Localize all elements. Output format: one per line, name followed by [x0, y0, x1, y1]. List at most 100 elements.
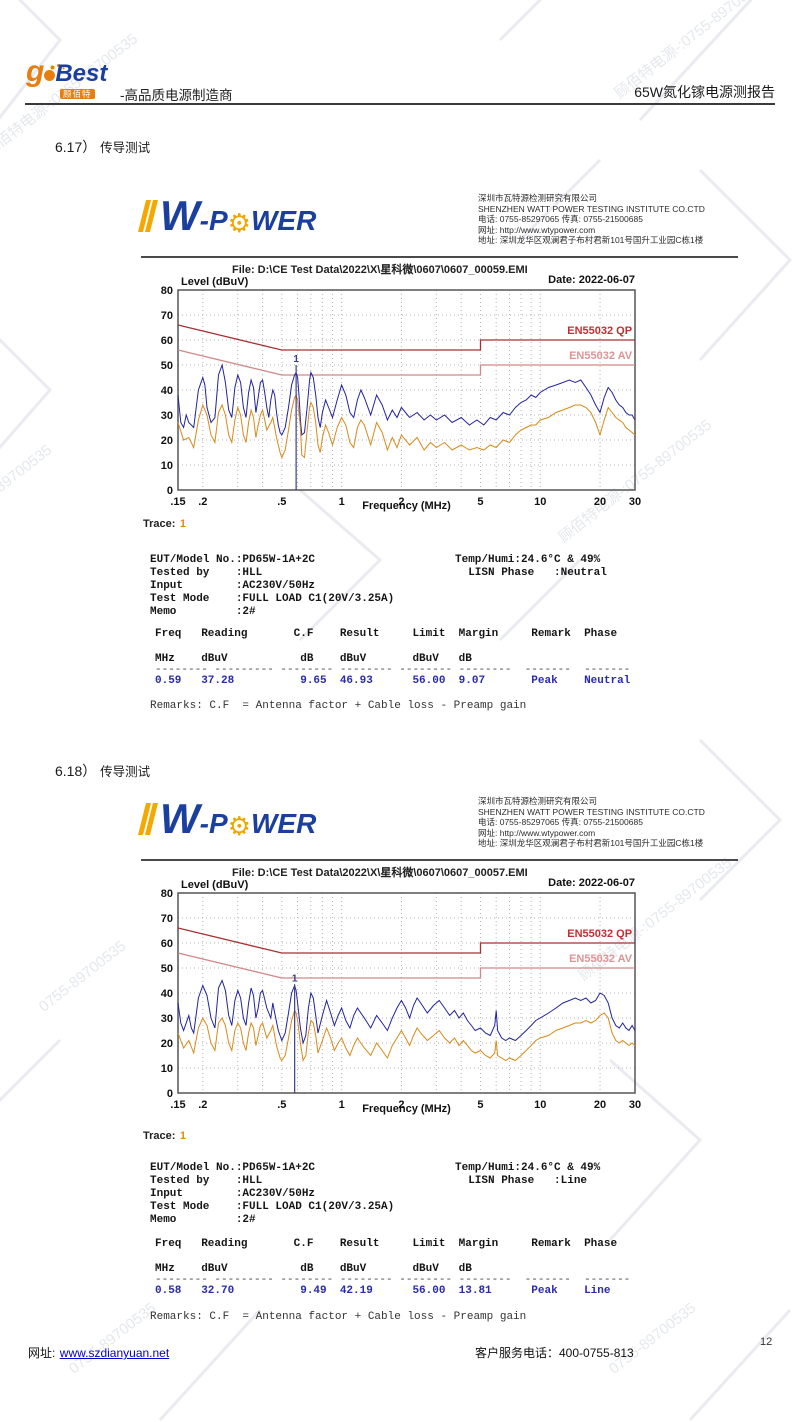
svg-text:20: 20 — [594, 496, 606, 508]
section-number: 6.18） — [55, 763, 97, 779]
lab-addr: 地址: 深圳龙华区观澜君子布村君新101号国升工业园C栋1楼 — [478, 838, 704, 848]
header-title: 65W氮化镓电源测报告 — [634, 84, 775, 100]
svg-text:30: 30 — [629, 1099, 641, 1111]
svg-text:EN55032 AV: EN55032 AV — [569, 953, 633, 965]
svg-text:50: 50 — [161, 360, 173, 372]
trace-line: Trace: 1 — [143, 514, 186, 532]
header-tagline: -高品质电源制造商 — [120, 88, 233, 103]
svg-text:5: 5 — [477, 496, 483, 508]
section-heading-618: 6.18） 传导测试 — [55, 761, 150, 781]
svg-text:40: 40 — [161, 385, 173, 397]
info-line: Test Mode :FULL LOAD C1(20V/3.25A) — [150, 593, 395, 605]
remarks-line: Remarks: C.F = Antenna factor + Cable lo… — [150, 700, 527, 712]
info-line: Temp/Humi:24.6°C & 49% — [455, 1162, 601, 1174]
table-header-row: Freq Reading C.F Result Limit Margin Rem… — [155, 628, 618, 640]
svg-text:10: 10 — [161, 1063, 173, 1075]
svg-text:30: 30 — [161, 1013, 173, 1025]
lab-tel: 电话: 0755-85297065 传真: 0755-21500685 — [478, 214, 643, 224]
lab-name-en: SHENZHEN WATT POWER TESTING INSTITUTE CO… — [478, 203, 705, 214]
svg-text:1: 1 — [339, 496, 345, 508]
svg-text:30: 30 — [629, 496, 641, 508]
gobest-best: Best — [55, 60, 108, 87]
table-values-row: 0.58 32.70 9.49 42.19 56.00 13.81 Peak L… — [155, 1285, 611, 1297]
svg-text:.5: .5 — [277, 1099, 286, 1111]
info-line: Input :AC230V/50Hz — [150, 580, 316, 592]
gobest-logo: g Best 顾佰特 — [26, 55, 108, 99]
wpower-w: W — [160, 795, 200, 842]
svg-text:30: 30 — [161, 410, 173, 422]
footer-site-link[interactable]: www.szdianyuan.net — [59, 1346, 170, 1360]
wpower-w: W — [160, 192, 200, 239]
lab-info-block: 深圳市瓦特源检测研究有限公司 SHENZHEN WATT POWER TESTI… — [478, 193, 748, 246]
svg-text:80: 80 — [161, 285, 173, 297]
info-line: Input :AC230V/50Hz — [150, 1188, 316, 1200]
info-line: Tested by :HLL — [150, 1175, 263, 1187]
svg-text:.2: .2 — [198, 1099, 207, 1111]
info-line: Temp/Humi:24.6°C & 49% — [455, 554, 601, 566]
svg-text:10: 10 — [534, 496, 546, 508]
date-line: Date: 2022-06-07 — [548, 877, 635, 889]
wpower-wer: WER — [250, 808, 317, 839]
info-line: EUT/Model No.:PD65W-1A+2C — [150, 554, 316, 566]
trace-value: 1 — [179, 1130, 186, 1142]
svg-text:1: 1 — [339, 1099, 345, 1111]
svg-text:.15: .15 — [170, 1099, 185, 1111]
logo-stripes-icon — [138, 803, 158, 835]
wpower-p: -P — [199, 808, 228, 839]
info-line: EUT/Model No.:PD65W-1A+2C — [150, 1162, 316, 1174]
info-line: Test Mode :FULL LOAD C1(20V/3.25A) — [150, 1201, 395, 1213]
lab-web: 网址: http://www.wtypower.com — [478, 827, 596, 838]
wpower-p: -P — [199, 205, 228, 236]
eut-info-left: EUT/Model No.:PD65W-1A+2C Tested by :HLL… — [150, 554, 394, 619]
eut-info-left: EUT/Model No.:PD65W-1A+2C Tested by :HLL… — [150, 1162, 394, 1227]
lab-web: 网址: http://www.wtypower.com — [478, 224, 596, 235]
table-units-row: MHz dBuV dB dBuV dBuV dB — [155, 1263, 472, 1275]
remarks-line: Remarks: C.F = Antenna factor + Cable lo… — [150, 1311, 527, 1323]
gear-icon: ⚙ — [227, 208, 251, 238]
svg-text:.2: .2 — [198, 496, 207, 508]
logo-rule — [141, 256, 738, 258]
svg-text:.5: .5 — [277, 496, 286, 508]
trace-value: 1 — [179, 518, 186, 530]
file-line: File: D:\CE Test Data\2022\X\星科微\0607\06… — [232, 867, 528, 879]
svg-text:50: 50 — [161, 963, 173, 975]
info-line: Memo :2# — [150, 1214, 256, 1226]
eut-info-right: Temp/Humi:24.6°C & 49% LISN Phase :Line — [455, 1162, 600, 1188]
logo-rule — [141, 859, 738, 861]
svg-text:20: 20 — [161, 435, 173, 447]
table-header-row: Freq Reading C.F Result Limit Margin Rem… — [155, 1238, 618, 1250]
svg-text:40: 40 — [161, 988, 173, 1000]
trace-line: Trace: 1 — [143, 1126, 186, 1144]
footer-site: 网址: www.szdianyuan.net — [28, 1344, 169, 1362]
svg-text:.15: .15 — [170, 496, 185, 508]
svg-text:5: 5 — [477, 1099, 483, 1111]
section-heading-617: 6.17） 传导测试 — [55, 137, 150, 157]
svg-text:1: 1 — [292, 973, 298, 984]
svg-text:20: 20 — [594, 1099, 606, 1111]
table-separator: -------- --------- -------- -------- ---… — [155, 1274, 631, 1286]
trace-label: Trace: — [143, 518, 176, 530]
svg-text:0: 0 — [167, 485, 173, 497]
x-axis-title: Frequency (MHz) — [362, 500, 451, 512]
lab-name-cn: 深圳市瓦特源检测研究有限公司 — [478, 796, 598, 806]
logo-stripes-icon — [138, 200, 158, 232]
wpower-wer: WER — [250, 205, 317, 236]
table-separator: -------- --------- -------- -------- ---… — [155, 664, 631, 676]
svg-text:EN55032 QP: EN55032 QP — [567, 325, 632, 337]
info-line: Memo :2# — [150, 606, 256, 618]
gobest-g: g — [26, 55, 45, 88]
header-rule — [25, 103, 775, 105]
table-values-row: 0.59 37.28 9.65 46.93 56.00 9.07 Peak Ne… — [155, 675, 631, 687]
y-axis-title: Level (dBuV) — [181, 276, 249, 288]
gear-icon: ⚙ — [227, 811, 251, 841]
trace-label: Trace: — [143, 1130, 176, 1142]
svg-text:10: 10 — [534, 1099, 546, 1111]
svg-text:10: 10 — [161, 460, 173, 472]
section-number: 6.17） — [55, 139, 97, 155]
svg-text:1: 1 — [293, 354, 299, 365]
date-line: Date: 2022-06-07 — [548, 274, 635, 286]
x-axis-title: Frequency (MHz) — [362, 1103, 451, 1115]
svg-text:70: 70 — [161, 310, 173, 322]
